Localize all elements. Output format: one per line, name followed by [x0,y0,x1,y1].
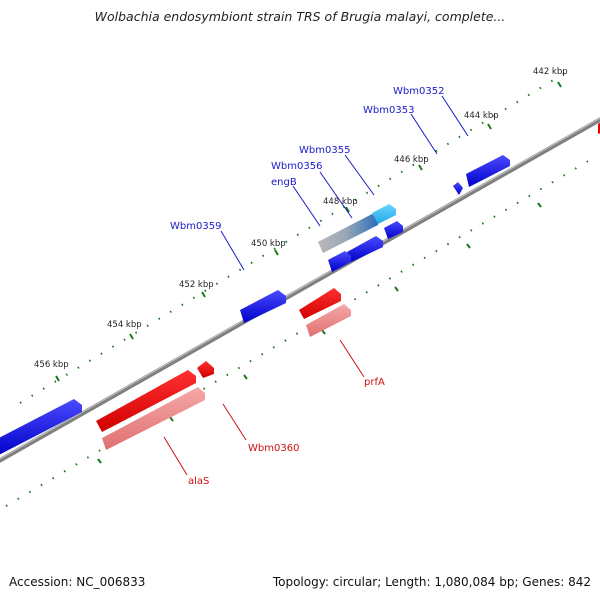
gene-label-wbm0352[interactable]: Wbm0352 [393,86,444,97]
major-ticks [55,81,562,464]
tick-label-456: 456 kbp [34,360,69,370]
reverse-leader-lines [163,339,365,476]
inner-tick-track [5,159,591,507]
gene-small-forward[interactable] [328,251,351,272]
gene-label-wbm0359[interactable]: Wbm0359 [170,221,221,232]
tick-label-442: 442 kbp [533,67,568,77]
map-title: Wolbachia endosymbiont strain TRS of Bru… [94,9,506,24]
gene-label-engb[interactable]: engB [271,177,297,188]
gene-label-wbm0353[interactable]: Wbm0353 [363,105,414,116]
tick-label-450: 450 kbp [251,239,286,249]
reverse-gene-labels: prfA Wbm0360 alaS [188,377,385,487]
tick-label-444: 444 kbp [464,111,499,121]
tick-label-452: 452 kbp [179,280,214,290]
reverse-genes [96,288,351,450]
gene-label-prfa[interactable]: prfA [364,377,385,388]
gene-label-wbm0356[interactable]: Wbm0356 [271,161,322,172]
gene-alas-light[interactable] [102,387,205,450]
gene-engb-part[interactable] [347,236,383,262]
gene-label-wbm0360[interactable]: Wbm0360 [248,443,299,454]
gene-engb[interactable] [318,214,378,253]
forward-leader-lines [220,95,469,271]
genome-backbone [0,117,600,463]
gene-wbm0359[interactable] [240,290,286,323]
gene-forward-left[interactable] [0,399,82,457]
genome-summary-text: Topology: circular; Length: 1,080,084 bp… [272,575,591,589]
tick-label-454: 454 kbp [107,320,142,330]
gene-wbm0360[interactable] [197,361,214,378]
gene-prfa[interactable] [299,288,341,319]
gene-label-alas[interactable]: alaS [188,476,209,487]
tick-label-446: 446 kbp [394,155,429,165]
gene-tiny-forward[interactable] [453,182,463,195]
gene-wbm0352[interactable] [466,155,510,187]
gene-wbm0356[interactable] [384,221,403,239]
forward-gene-labels: Wbm0352 Wbm0353 Wbm0355 Wbm0356 engB Wbm… [170,86,444,232]
gene-alas[interactable] [96,370,196,432]
forward-genes [0,155,510,457]
accession-text: Accession: NC_006833 [9,575,146,589]
gene-label-wbm0355[interactable]: Wbm0355 [299,145,350,156]
gene-prfa-light[interactable] [306,304,351,337]
gene-wbm0355[interactable] [372,204,396,224]
